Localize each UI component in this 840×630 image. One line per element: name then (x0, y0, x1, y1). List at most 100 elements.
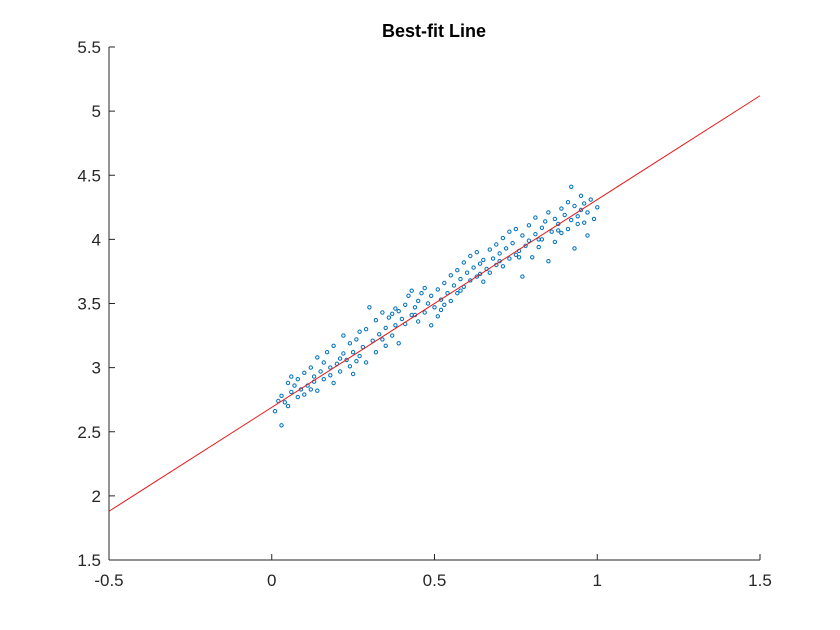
data-point (292, 383, 297, 388)
data-point (341, 351, 346, 356)
data-point (403, 302, 408, 307)
data-point (448, 298, 453, 304)
y-tick-label: 5 (92, 102, 101, 121)
data-point (477, 271, 483, 277)
data-point (422, 285, 427, 291)
y-tick-label: 2.5 (77, 423, 101, 442)
data-point (377, 332, 382, 337)
data-point (490, 256, 496, 261)
data-point (455, 291, 460, 296)
data-point (487, 247, 492, 252)
data-point (569, 217, 574, 223)
data-point (412, 305, 418, 310)
data-point (552, 216, 558, 222)
data-point (442, 280, 447, 286)
data-point (282, 400, 287, 405)
data-point (285, 403, 291, 409)
data-point (279, 393, 284, 398)
data-point (295, 394, 300, 400)
x-tick-label: 0.5 (423, 571, 447, 590)
data-point (582, 220, 587, 225)
data-point (367, 305, 372, 310)
data-point (432, 305, 437, 310)
data-point (302, 370, 307, 375)
data-point (373, 350, 379, 355)
data-point (341, 333, 346, 338)
data-point (354, 337, 359, 342)
y-tick-label: 1.5 (77, 551, 101, 570)
data-point (331, 380, 336, 386)
data-point (578, 193, 584, 199)
data-point (455, 268, 460, 273)
data-point (539, 225, 545, 231)
data-point (315, 355, 320, 360)
data-point (494, 242, 499, 247)
data-point (373, 318, 379, 323)
data-point (386, 315, 392, 320)
y-tick-label: 5.5 (77, 38, 101, 57)
data-point (595, 205, 600, 210)
data-point (448, 273, 453, 278)
data-point (350, 371, 356, 377)
data-point (409, 288, 414, 293)
data-point (399, 316, 405, 322)
data-point (350, 350, 356, 355)
data-point (546, 210, 551, 215)
data-point (507, 229, 512, 234)
data-point (474, 250, 479, 255)
data-point (363, 360, 369, 365)
data-point (526, 223, 532, 228)
data-point (396, 309, 401, 314)
data-point (344, 357, 349, 363)
data-point (536, 244, 541, 250)
data-point (435, 287, 440, 292)
data-point (390, 333, 395, 338)
data-point (308, 387, 313, 392)
data-point (383, 343, 388, 348)
data-point (357, 329, 362, 334)
data-point (575, 214, 580, 219)
data-point (321, 377, 326, 382)
data-point (513, 252, 519, 258)
data-point (272, 409, 278, 414)
data-point (578, 207, 584, 213)
x-ticks: -0.5 0 0.5 1 1.5 (94, 554, 772, 590)
data-point (474, 274, 479, 279)
data-point (357, 353, 362, 359)
data-point (321, 360, 326, 365)
data-point (458, 276, 463, 282)
data-point (523, 243, 528, 249)
data-point (337, 356, 343, 361)
data-point (331, 343, 336, 348)
data-point (419, 291, 424, 296)
data-point (363, 327, 369, 332)
data-point (588, 197, 593, 202)
data-point (380, 337, 385, 342)
data-point (308, 365, 313, 370)
data-point (354, 359, 359, 364)
data-point (471, 265, 476, 270)
data-point (416, 298, 421, 304)
data-point (438, 297, 444, 302)
data-point (503, 246, 509, 251)
data-point (383, 325, 388, 331)
data-point (536, 237, 541, 242)
data-point (406, 293, 411, 298)
data-point (565, 200, 571, 205)
data-point (562, 212, 567, 218)
data-point (582, 201, 587, 206)
data-point (429, 323, 434, 328)
data-point (328, 365, 333, 370)
data-point (396, 341, 401, 346)
data-point (429, 293, 434, 298)
data-point (289, 374, 294, 379)
y-tick-label: 4.5 (77, 166, 101, 185)
data-point (591, 216, 597, 222)
data-point (546, 259, 551, 264)
data-point (530, 255, 535, 260)
data-point (500, 264, 506, 269)
data-point (549, 229, 554, 234)
data-point (585, 210, 590, 215)
data-point (559, 230, 564, 236)
data-point (393, 323, 398, 328)
